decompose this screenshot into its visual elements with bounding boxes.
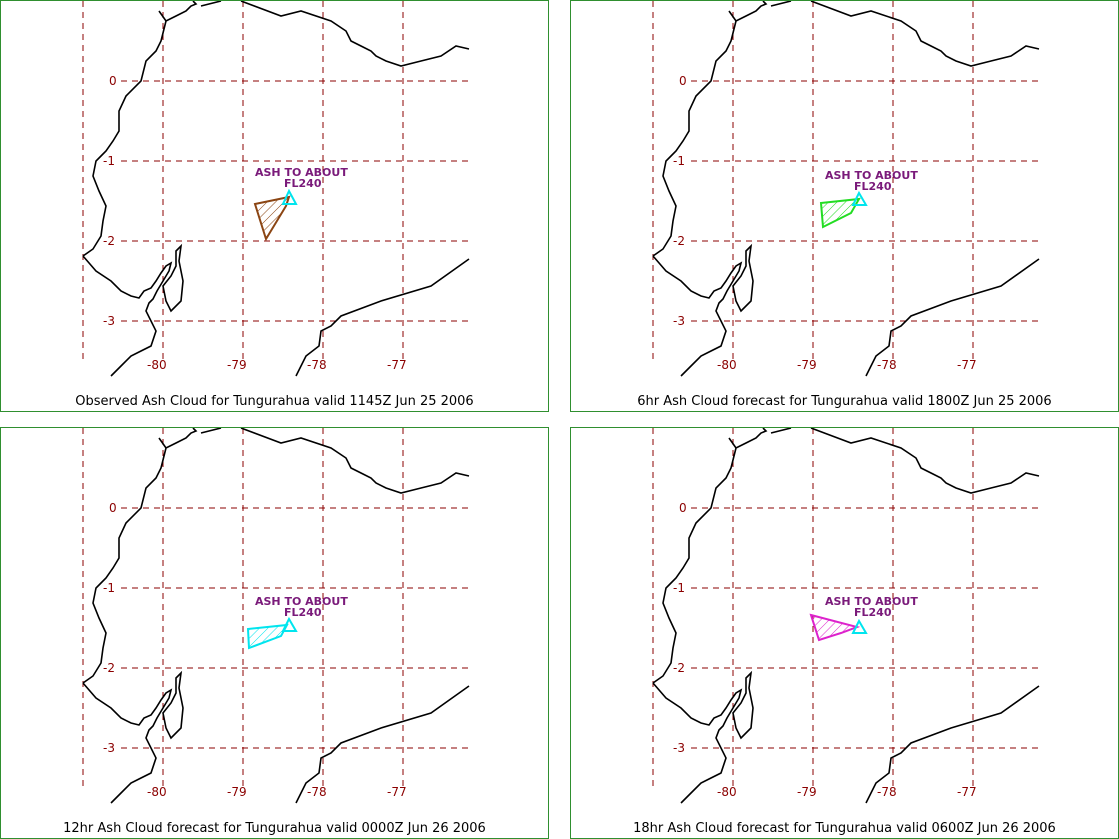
ash-cloud-polygon [253, 195, 291, 242]
lon-label: -77 [957, 785, 977, 799]
grid [82, 428, 469, 788]
lat-label: -2 [103, 234, 115, 248]
ash-height-label: ASH TO ABOUT [255, 166, 348, 179]
grid [652, 428, 1039, 788]
lat-label: -3 [673, 741, 685, 755]
lon-label: -80 [147, 358, 167, 372]
lat-labels: 0 -1 -2 -3 [103, 74, 117, 328]
lat-label: -3 [103, 741, 115, 755]
lon-label: -79 [227, 785, 247, 799]
lat-label: 0 [679, 501, 687, 515]
lon-labels: -80 -79 -78 -77 [147, 358, 407, 372]
lat-label: 0 [109, 501, 117, 515]
lon-label: -78 [307, 785, 327, 799]
lat-label: -3 [673, 314, 685, 328]
panel-caption: Observed Ash Cloud for Tungurahua valid … [75, 394, 474, 409]
volcano-marker [281, 616, 298, 632]
lon-label: -80 [717, 358, 737, 372]
lon-label: -77 [387, 358, 407, 372]
coastline [652, 428, 1040, 804]
map-panel-18hr: 0 -1 -2 -3 -80 -79 -78 -77 ASH TO ABOUT … [570, 427, 1119, 839]
ash-cloud-polygon [819, 197, 861, 229]
flight-level-label: FL240 [854, 180, 892, 193]
coastline [82, 428, 470, 804]
map-canvas: 0 -1 -2 -3 -80 -79 -78 -77 ASH TO ABOUT … [82, 428, 470, 804]
lat-label: -1 [103, 154, 115, 168]
lon-label: -79 [797, 785, 817, 799]
lon-label: -78 [877, 785, 897, 799]
map-panel-observed: 0 -1 -2 -3 -80 -79 -78 -77 ASH TO ABOUT … [0, 0, 549, 412]
lon-label: -78 [877, 358, 897, 372]
lat-label: 0 [109, 74, 117, 88]
lon-label: -79 [797, 358, 817, 372]
ash-height-label: ASH TO ABOUT [255, 595, 348, 608]
lon-label: -80 [717, 785, 737, 799]
map-canvas: 0 -1 -2 -3 -80 -79 -78 -77 ASH TO ABOUT … [82, 1, 470, 377]
grid [652, 1, 1039, 361]
flight-level-label: FL240 [284, 177, 322, 190]
lat-label: -2 [673, 234, 685, 248]
panel-caption: 6hr Ash Cloud forecast for Tungurahua va… [637, 394, 1052, 409]
lat-label: -1 [103, 581, 115, 595]
panel-caption: 12hr Ash Cloud forecast for Tungurahua v… [63, 821, 486, 836]
lon-label: -77 [387, 785, 407, 799]
lat-label: -1 [673, 581, 685, 595]
map-canvas: 0 -1 -2 -3 -80 -79 -78 -77 ASH TO ABOUT … [652, 428, 1040, 804]
panel-caption: 18hr Ash Cloud forecast for Tungurahua v… [633, 821, 1056, 836]
map-canvas: 0 -1 -2 -3 -80 -79 -78 -77 ASH TO ABOUT … [652, 1, 1040, 377]
lon-label: -79 [227, 358, 247, 372]
volcano-marker [851, 618, 868, 634]
lat-label: 0 [679, 74, 687, 88]
volcano-marker [851, 190, 868, 206]
ash-cloud-polygon [246, 623, 289, 650]
ash-height-label: ASH TO ABOUT [825, 595, 918, 608]
coastline [82, 1, 470, 377]
lat-label: -3 [103, 314, 115, 328]
flight-level-label: FL240 [284, 606, 322, 619]
lat-labels: 0 -1 -2 -3 [673, 501, 687, 755]
lat-labels: 0 -1 -2 -3 [673, 74, 687, 328]
lat-label: -2 [103, 661, 115, 675]
volcano-marker [281, 188, 298, 205]
ash-cloud-polygon [809, 613, 861, 642]
lon-labels: -80 -79 -78 -77 [717, 358, 977, 372]
coastline [652, 1, 1040, 377]
lon-label: -77 [957, 358, 977, 372]
lat-label: -2 [673, 661, 685, 675]
lon-labels: -80 -79 -78 -77 [147, 785, 407, 799]
lat-label: -1 [673, 154, 685, 168]
flight-level-label: FL240 [854, 606, 892, 619]
lat-labels: 0 -1 -2 -3 [103, 501, 117, 755]
map-panel-12hr: 0 -1 -2 -3 -80 -79 -78 -77 ASH TO ABOUT … [0, 427, 549, 839]
grid [82, 1, 469, 361]
lon-labels: -80 -79 -78 -77 [717, 785, 977, 799]
map-panel-6hr: 0 -1 -2 -3 -80 -79 -78 -77 ASH TO ABOUT … [570, 0, 1119, 412]
ash-height-label: ASH TO ABOUT [825, 169, 918, 182]
lon-label: -80 [147, 785, 167, 799]
lon-label: -78 [307, 358, 327, 372]
